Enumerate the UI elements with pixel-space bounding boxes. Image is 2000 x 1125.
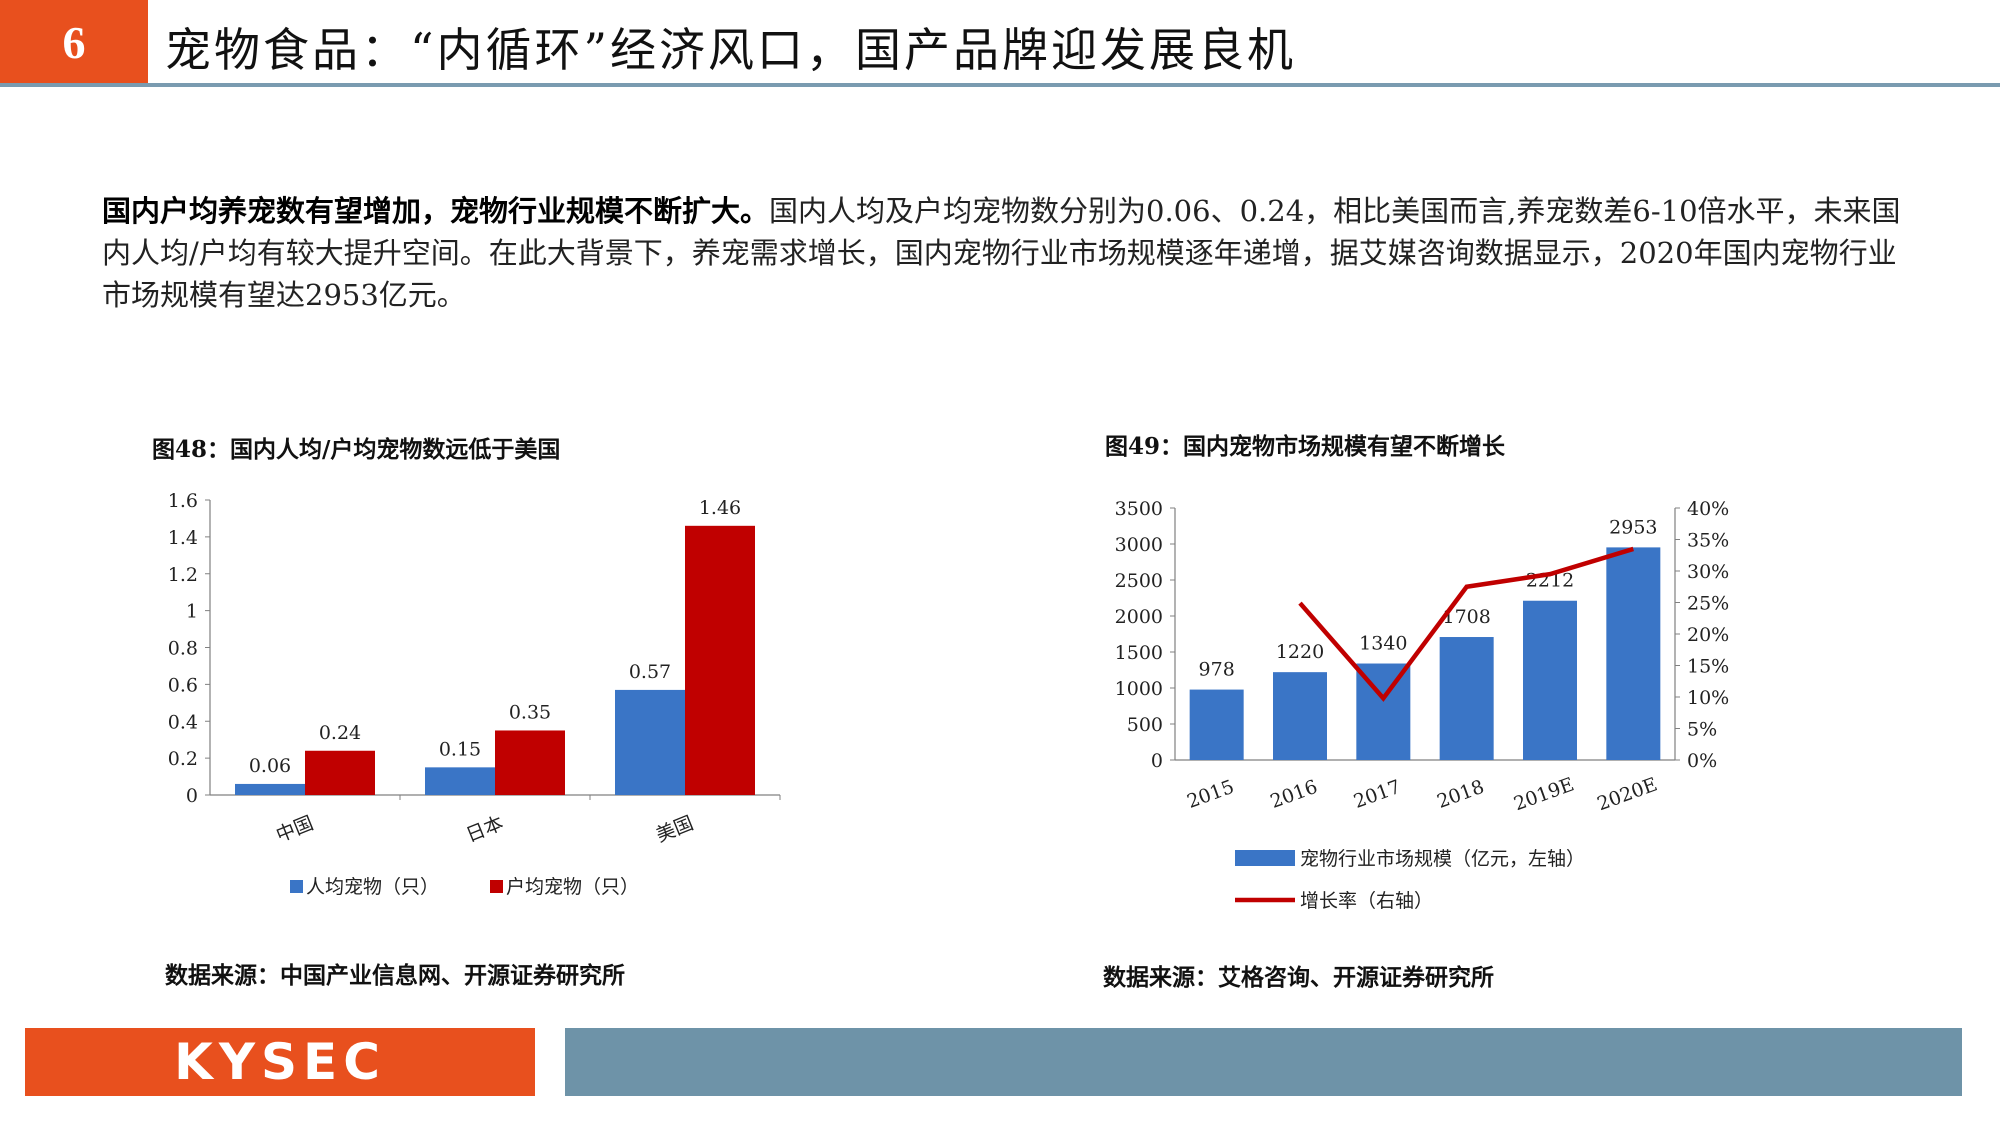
summary-bold-lead: 国内户均养宠数有望增加，宠物行业规模不断扩大。	[102, 194, 770, 228]
fig49-right-tick-label: 0%	[1687, 750, 1717, 772]
fig48-y-tick-label: 0.6	[168, 674, 198, 696]
fig48-data-label: 0.15	[439, 738, 481, 760]
fig49-data-label: 2953	[1609, 516, 1657, 538]
fig49-title: 图49：国内宠物市场规模有望不断增长	[1105, 433, 1506, 460]
fig48-data-label: 0.24	[319, 722, 361, 744]
fig48-y-tick-label: 1	[186, 601, 198, 623]
fig49-x-tick-label: 2017	[1351, 776, 1404, 813]
slide-title: 宠物食品：“内循环”经济风口，国产品牌迎发展良机	[165, 23, 1297, 77]
fig48-y-tick-label: 0	[186, 785, 198, 807]
fig48-title: 图48：国内人均/户均宠物数远低于美国	[152, 436, 561, 463]
fig49-data-label: 978	[1199, 659, 1235, 681]
fig48-data-label: 1.46	[699, 497, 741, 519]
fig49-data-label: 1708	[1442, 606, 1490, 628]
fig49-legend-swatch-bar	[1235, 850, 1295, 866]
fig49-data-label: 1220	[1276, 641, 1324, 663]
fig49-left-tick-label: 1000	[1115, 678, 1163, 700]
fig48-legend-swatch	[290, 880, 303, 893]
fig48-y-tick-label: 1.2	[168, 564, 198, 586]
kysec-logo: KYSEC	[25, 1028, 535, 1096]
fig49-left-tick-label: 3000	[1115, 534, 1163, 556]
fig49-x-tick-label: 2020E	[1594, 773, 1660, 815]
fig48-legend-label: 人均宠物（只）	[306, 876, 439, 898]
title-divider	[0, 83, 2000, 87]
fig49-left-tick-label: 1500	[1115, 642, 1163, 664]
fig49-left-tick-label: 2000	[1115, 606, 1163, 628]
fig49-bar	[1523, 600, 1577, 760]
summary-text: 国内人均及户均宠物数分别为0.06、0.24，相比美国而言,养宠数差6-10倍水…	[102, 194, 1901, 312]
fig49-x-tick-label: 2019E	[1511, 773, 1577, 815]
fig49-right-tick-label: 40%	[1687, 498, 1729, 520]
fig48-bar	[235, 783, 305, 795]
fig48-y-tick-label: 1.6	[168, 490, 198, 512]
fig48-data-label: 0.57	[629, 661, 671, 683]
fig49-bar	[1439, 637, 1494, 760]
fig48-data-label: 0.06	[249, 755, 291, 777]
fig49-left-tick-label: 2500	[1115, 570, 1163, 592]
fig48-bar	[495, 730, 565, 795]
fig48-x-tick-label: 日本	[463, 812, 506, 847]
fig49-right-tick-label: 5%	[1687, 719, 1717, 741]
fig48-x-tick-label: 美国	[653, 812, 696, 847]
fig49-right-tick-label: 30%	[1687, 561, 1729, 583]
summary-paragraph: 国内户均养宠数有望增加，宠物行业规模不断扩大。国内人均及户均宠物数分别为0.06…	[102, 190, 1912, 316]
fig49-x-tick-label: 2016	[1267, 776, 1320, 813]
fig49-x-tick-label: 2018	[1434, 776, 1487, 813]
fig49-left-tick-label: 0	[1151, 750, 1163, 772]
fig48-x-tick-label: 中国	[273, 812, 316, 847]
fig48-data-label: 0.35	[509, 701, 551, 723]
fig49-left-tick-label: 500	[1127, 714, 1163, 736]
fig49-right-tick-label: 10%	[1687, 687, 1729, 709]
fig49-bar	[1273, 672, 1327, 760]
fig49-left-tick-label: 3500	[1115, 498, 1163, 520]
fig49-bar	[1606, 547, 1661, 760]
fig49-source: 数据来源：艾格咨询、开源证券研究所	[1103, 964, 1494, 991]
fig49-right-tick-label: 20%	[1687, 624, 1729, 646]
fig49-chart: 0 500 1000 1500 2000 2500 3000 3500 0% 5% 10% 15% 20…	[1115, 498, 1730, 910]
fig49-data-label: 1340	[1359, 633, 1407, 655]
logo-text: KYSEC	[174, 1033, 386, 1091]
footer-bar	[565, 1028, 1962, 1096]
fig49-x-tick-label: 2015	[1184, 776, 1237, 813]
fig48-bar	[425, 767, 495, 795]
fig49-bar	[1189, 689, 1244, 760]
fig49-legend-label-bar: 宠物行业市场规模（亿元，左轴）	[1300, 848, 1585, 870]
fig48-source: 数据来源：中国产业信息网、开源证券研究所	[165, 962, 625, 989]
fig48-y-tick-label: 1.4	[168, 527, 198, 549]
fig49-growth-line	[1298, 546, 1634, 702]
fig48-chart: 0 0.2 0.4 0.6 0.8 1 1.2 1.4 1.6 0.06 0.24 中国 0.15 0.3…	[168, 490, 781, 898]
fig49-right-tick-label: 35%	[1687, 530, 1729, 552]
fig48-y-tick-label: 0.8	[168, 638, 198, 660]
fig48-y-tick-label: 0.2	[168, 748, 198, 770]
fig48-legend-label: 户均宠物（只）	[506, 876, 639, 898]
fig48-bar	[685, 525, 755, 795]
fig49-right-tick-label: 25%	[1687, 593, 1729, 615]
fig49-legend-label-line: 增长率（右轴）	[1300, 890, 1433, 910]
fig48-bar	[615, 689, 685, 795]
fig48-legend-swatch	[490, 880, 503, 893]
fig48-bar	[305, 750, 375, 795]
fig48-y-tick-label: 0.4	[168, 711, 198, 733]
fig49-right-tick-label: 15%	[1687, 656, 1729, 678]
slide-number: 6	[0, 0, 148, 84]
